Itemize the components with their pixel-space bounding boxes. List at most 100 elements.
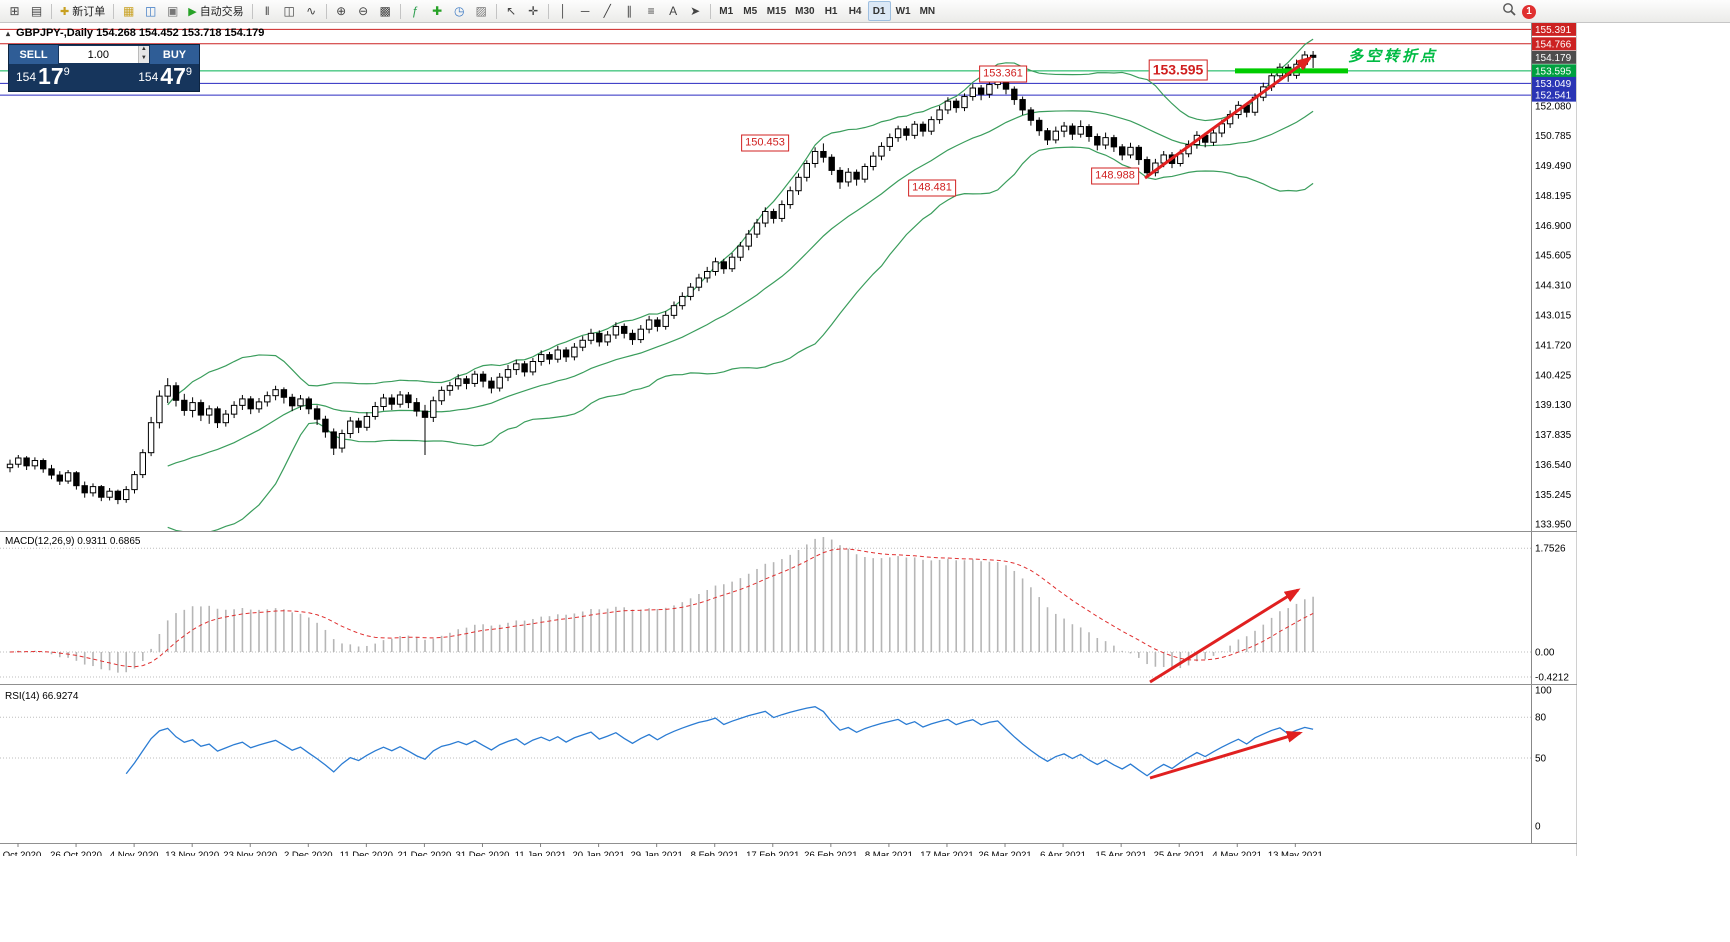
sell-price[interactable]: 154 17 9	[16, 65, 70, 88]
new-chart-button[interactable]: ⊞	[4, 1, 25, 21]
svg-text:155.391: 155.391	[1535, 25, 1572, 36]
volume-input[interactable]	[59, 46, 138, 63]
svg-text:2 Dec 2020: 2 Dec 2020	[284, 850, 333, 856]
price-trend-arrow	[1144, 56, 1313, 180]
fibonacci-icon: ≡	[647, 4, 655, 18]
toolbar-separator	[709, 3, 711, 19]
timeframe-m5-button[interactable]: M5	[743, 5, 758, 17]
svg-text:8 Feb 2021: 8 Feb 2021	[691, 850, 739, 856]
cursor-button[interactable]: ↖	[501, 1, 522, 21]
collapse-panel-toggle[interactable]: ▴	[6, 28, 11, 38]
svg-text:148.195: 148.195	[1535, 191, 1572, 202]
autotrade-icon: ▶	[188, 5, 197, 18]
svg-text:31 Dec 2020: 31 Dec 2020	[456, 850, 510, 856]
price-annotation-148.988[interactable]: 148.988	[1091, 167, 1139, 185]
chart-profiles-button[interactable]: ▤	[26, 1, 47, 21]
one-click-trading-panel: SELL ▲ ▼ BUY 154 17 9 154	[8, 44, 200, 92]
symbol-info: ▴ GBPJPY-,Daily 154.268 154.452 153.718 …	[6, 27, 264, 39]
chart-canvas[interactable]: 152.080 150.785 149.490 148.195 146.900 145.6…	[0, 23, 1577, 856]
indicators-icon: ƒ	[411, 4, 419, 18]
tile-windows-icon: ▩	[379, 4, 391, 18]
bar-chart-icon: ‖	[264, 4, 270, 18]
svg-text:140.425: 140.425	[1535, 370, 1572, 381]
toolbar-separator	[495, 3, 497, 19]
new-order-button[interactable]: ✚ 新订单	[56, 1, 109, 21]
svg-text:154.766: 154.766	[1535, 39, 1572, 50]
svg-text:6 Oct 2020: 6 Oct 2020	[0, 850, 41, 856]
vertical-line-button[interactable]: │	[553, 1, 574, 21]
timeframe-m15-button[interactable]: M15	[766, 5, 787, 17]
timeframe-m1-button[interactable]: M1	[719, 5, 734, 17]
data-window-button[interactable]: ◫	[140, 1, 161, 21]
svg-text:137.835: 137.835	[1535, 430, 1572, 441]
buy-price[interactable]: 154 47 9	[138, 65, 192, 88]
fibonacci-button[interactable]: ≡	[641, 1, 662, 21]
svg-text:153.049: 153.049	[1535, 79, 1572, 90]
periods-button[interactable]: ◷	[449, 1, 470, 21]
svg-text:13 Nov 2020: 13 Nov 2020	[165, 850, 219, 856]
svg-text:144.310: 144.310	[1535, 281, 1572, 292]
crosshair-button[interactable]: ✛	[523, 1, 544, 21]
volume-down-button[interactable]: ▼	[137, 54, 149, 63]
svg-text:26 Mar 2021: 26 Mar 2021	[978, 850, 1031, 856]
add-indicator-button[interactable]: ✚	[427, 1, 448, 21]
main-toolbar: ⊞ ▤ ✚ 新订单 ▦ ◫ ▣ ▶ 自动交易 ‖ ◫ ∿ ⊕ ⊖ ▩ ƒ ✚ ◷ ▨ ↖ ✛ │ ─ ╱ ∥ ≡ A ➤ M1 M5 M15…	[0, 0, 1730, 23]
volume-up-button[interactable]: ▲	[137, 46, 149, 55]
rsi-panel[interactable]	[0, 705, 1531, 777]
turning-point-note[interactable]: 多空转折点	[1348, 48, 1439, 65]
arrows-button[interactable]: ➤	[685, 1, 706, 21]
line-chart-button[interactable]: ∿	[301, 1, 322, 21]
timeframe-h4-button[interactable]: H4	[848, 5, 862, 17]
indicators-button[interactable]: ƒ	[405, 1, 426, 21]
price-panel[interactable]	[0, 28, 1531, 533]
horizontal-line-button[interactable]: ─	[575, 1, 596, 21]
trendline-button[interactable]: ╱	[597, 1, 618, 21]
svg-text:152.080: 152.080	[1535, 101, 1572, 112]
svg-text:11 Dec 2020: 11 Dec 2020	[340, 850, 393, 856]
timeframe-w1-button[interactable]: W1	[895, 5, 911, 17]
price-annotation-150.453[interactable]: 150.453	[741, 134, 789, 152]
candlestick-chart-icon: ◫	[283, 4, 295, 18]
tile-windows-button[interactable]: ▩	[375, 1, 396, 21]
svg-text:136.540: 136.540	[1535, 460, 1572, 471]
price-annotation-153.361[interactable]: 153.361	[979, 65, 1027, 83]
toolbar-separator	[113, 3, 115, 19]
templates-button[interactable]: ▨	[471, 1, 492, 21]
line-chart-icon: ∿	[306, 4, 317, 18]
timeframe-mn-button[interactable]: MN	[919, 5, 936, 17]
channel-icon: ∥	[626, 4, 633, 18]
svg-text:80: 80	[1535, 713, 1547, 724]
candlestick-chart-button[interactable]: ◫	[279, 1, 300, 21]
svg-text:11 Jan 2021: 11 Jan 2021	[515, 850, 567, 856]
svg-text:141.720: 141.720	[1535, 340, 1572, 351]
market-watch-button[interactable]: ▦	[118, 1, 139, 21]
svg-text:146.900: 146.900	[1535, 221, 1572, 232]
sell-button[interactable]: SELL	[9, 45, 58, 64]
timeframe-h1-button[interactable]: H1	[824, 5, 838, 17]
svg-text:6 Apr 2021: 6 Apr 2021	[1040, 850, 1086, 856]
price-annotation-153.595[interactable]: 153.595	[1148, 59, 1208, 81]
price-annotation-148.481[interactable]: 148.481	[908, 179, 956, 197]
zoom-in-button[interactable]: ⊕	[331, 1, 352, 21]
crosshair-icon: ✛	[528, 4, 539, 18]
notification-badge[interactable]: 1	[1522, 4, 1536, 19]
timeframe-m30-button[interactable]: M30	[795, 5, 815, 17]
zoom-in-icon: ⊕	[336, 4, 347, 18]
svg-text:143.015: 143.015	[1535, 311, 1572, 322]
arrows-icon: ➤	[690, 4, 701, 18]
zoom-out-button[interactable]: ⊖	[353, 1, 374, 21]
terminal-button[interactable]: ▣	[162, 1, 183, 21]
text-button[interactable]: A	[663, 1, 684, 21]
timeframe-d1-button[interactable]: D1	[867, 1, 891, 21]
autotrade-button[interactable]: ▶ 自动交易	[184, 1, 247, 21]
svg-text:4 May 2021: 4 May 2021	[1212, 850, 1262, 856]
svg-text:26 Oct 2020: 26 Oct 2020	[50, 850, 102, 856]
search-icon[interactable]	[1502, 2, 1517, 22]
macd-panel[interactable]	[0, 537, 1531, 678]
cursor-icon: ↖	[506, 4, 517, 18]
channel-button[interactable]: ∥	[619, 1, 640, 21]
buy-button[interactable]: BUY	[150, 45, 199, 64]
svg-text:20 Jan 2021: 20 Jan 2021	[572, 850, 624, 856]
bar-chart-button[interactable]: ‖	[257, 1, 278, 21]
